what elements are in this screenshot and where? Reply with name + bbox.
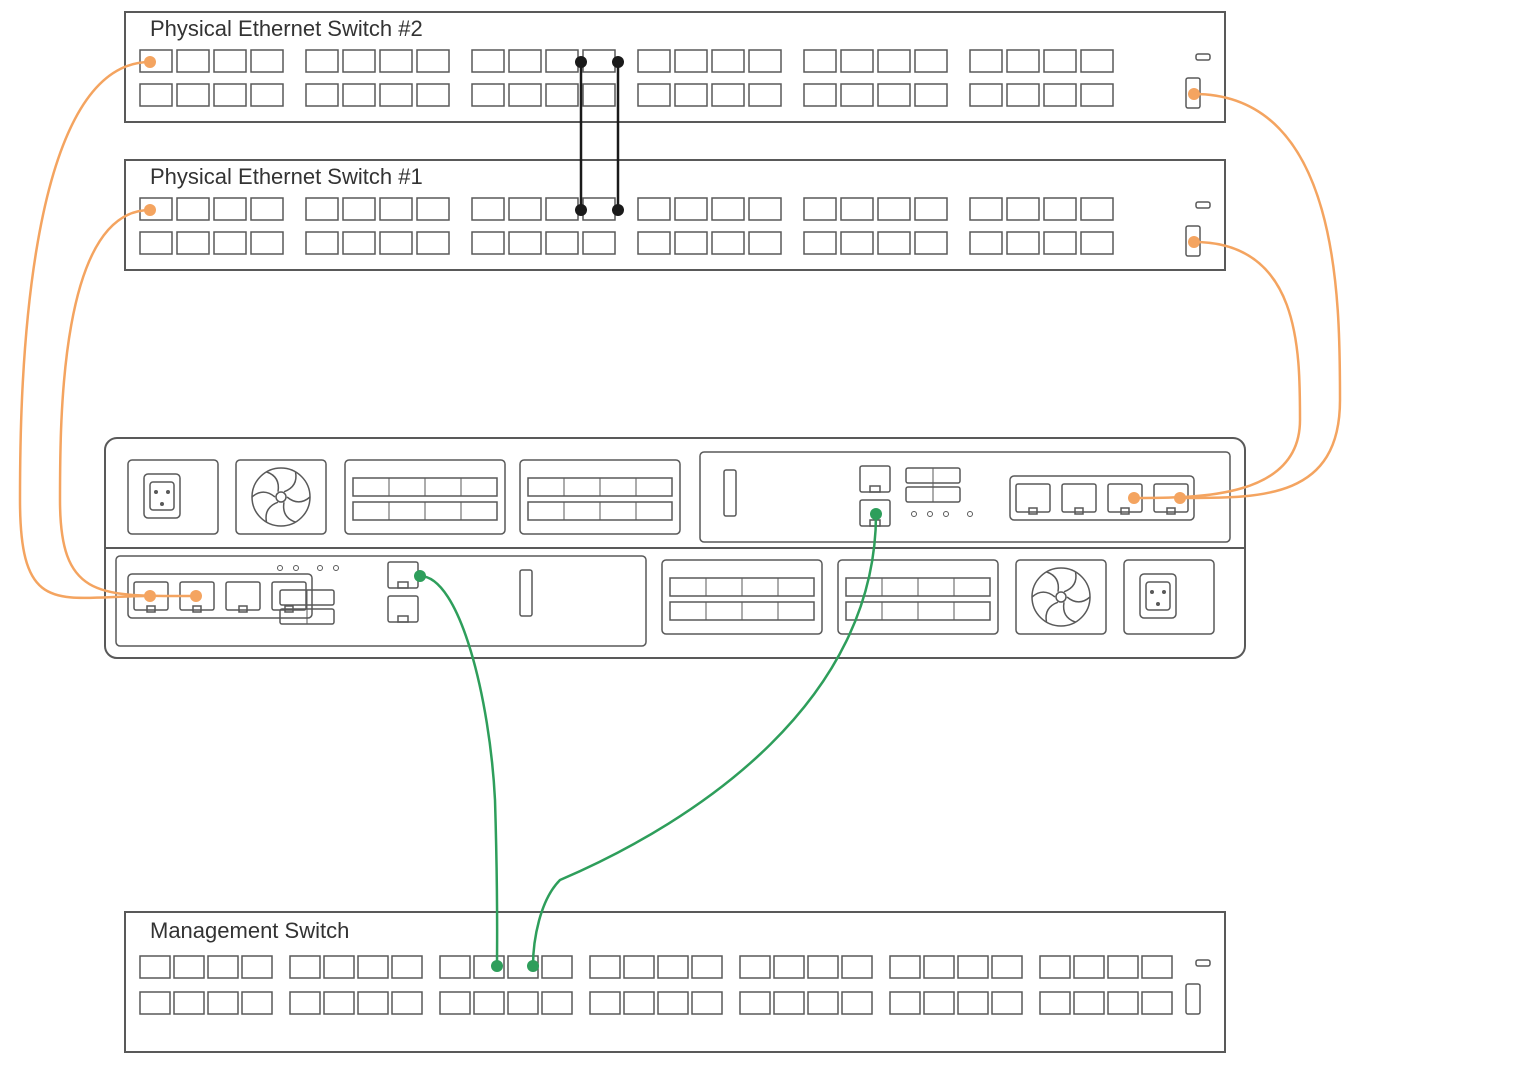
data-cable: [1134, 242, 1300, 498]
ethernet-switch-1-label: Physical Ethernet Switch #1: [150, 164, 423, 189]
mgmt-cable: [533, 514, 876, 966]
mgmt-cable: [420, 576, 497, 966]
server-chassis: [105, 438, 1245, 658]
data-cable: [60, 210, 196, 596]
management-switch: Management Switch: [125, 912, 1225, 1052]
network-diagram: Physical Ethernet Switch #2 Physical Ethe…: [0, 0, 1540, 1081]
management-switch-label: Management Switch: [150, 918, 349, 943]
data-cable: [20, 62, 150, 598]
ethernet-switch-2: Physical Ethernet Switch #2: [125, 12, 1225, 122]
ethernet-switch-2-label: Physical Ethernet Switch #2: [150, 16, 423, 41]
ethernet-switch-1: Physical Ethernet Switch #1: [125, 160, 1225, 270]
